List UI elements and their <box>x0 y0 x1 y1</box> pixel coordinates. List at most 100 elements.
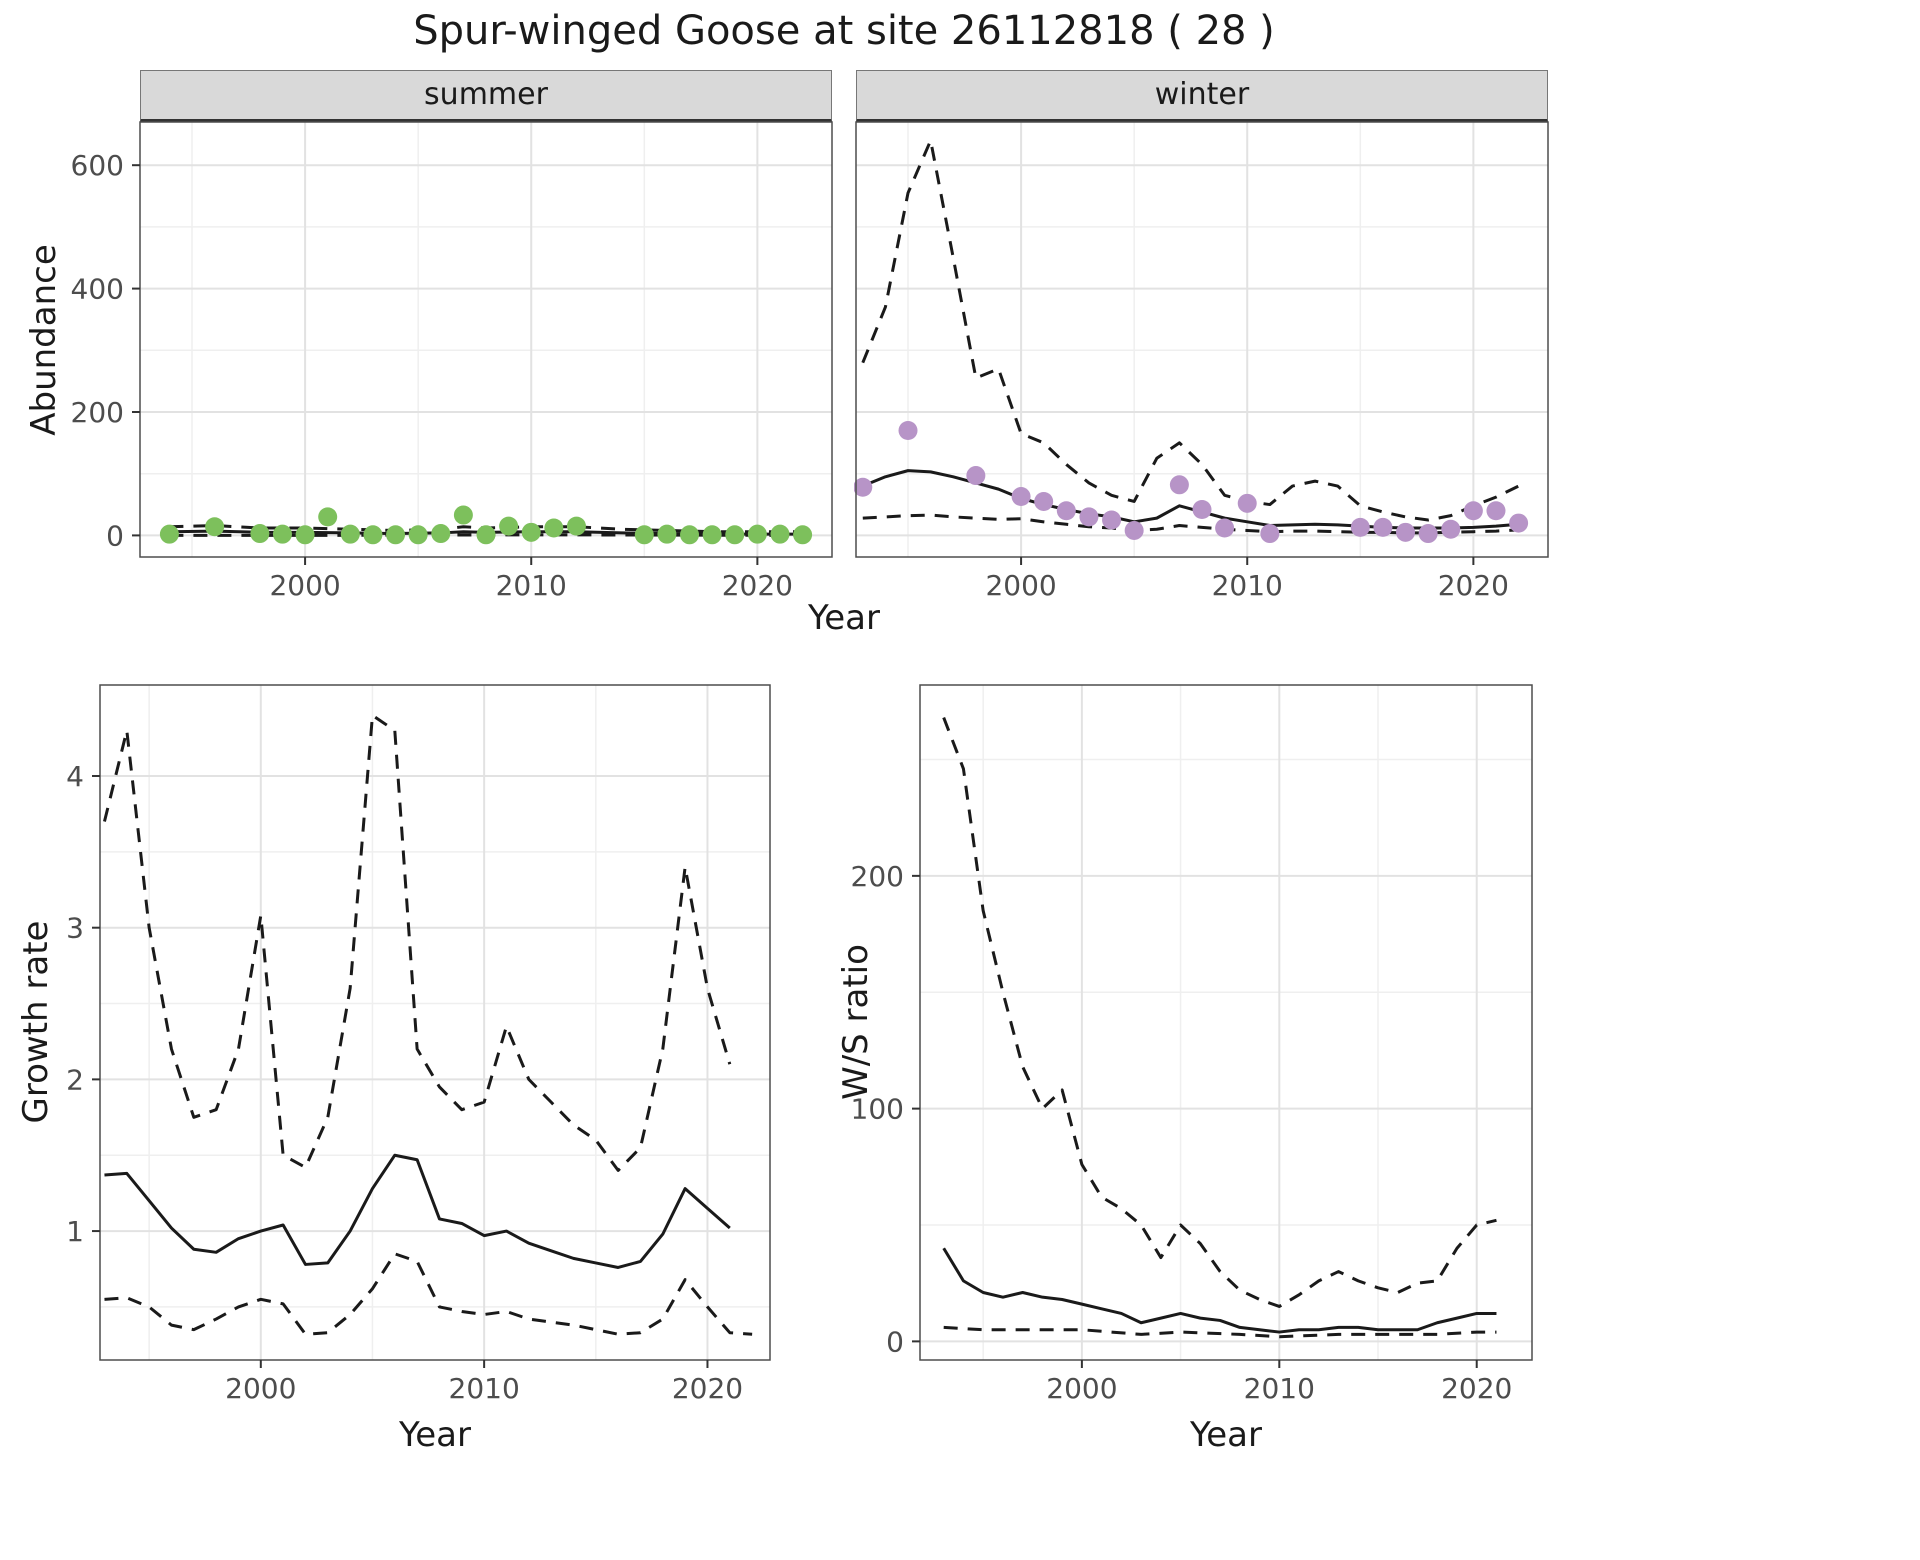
data-point <box>1441 519 1461 539</box>
data-point <box>1486 501 1506 521</box>
fit-line <box>104 1153 731 1269</box>
x-tick-label: 2000 <box>225 1372 296 1405</box>
data-point <box>1169 475 1189 495</box>
panel-border <box>139 121 833 558</box>
data-point <box>363 525 383 545</box>
data-point <box>1396 522 1416 542</box>
plot-panel: 2000 2010 2020 0 100 200 <box>851 684 1533 1405</box>
plot-panel: 2000 2010 2020 0 200 400 600 <box>71 121 833 602</box>
x-tick-label: 2020 <box>1441 1372 1512 1405</box>
data-point <box>1373 517 1393 537</box>
data-point <box>1011 487 1031 507</box>
y-tick-label: 1 <box>66 1215 84 1248</box>
upper-ci-line <box>861 139 1520 522</box>
summer-abundance-chart: 2000 2010 2020 0 200 400 600 <box>71 121 833 602</box>
ws-ratio-year-axis-title: Year <box>1190 1415 1262 1455</box>
y-tick-label: 400 <box>71 273 124 306</box>
panel-border <box>919 684 1533 1361</box>
fit-line <box>942 1247 1497 1334</box>
plot-panel: 2000 2010 2020 1 2 3 4 <box>66 684 771 1405</box>
y-tick-label: 0 <box>106 519 124 552</box>
panel-border <box>99 684 771 1361</box>
data-point <box>431 524 451 544</box>
data-point <box>408 525 428 545</box>
x-tick-label: 2010 <box>449 1372 520 1405</box>
data-point <box>1192 499 1212 519</box>
winter-abundance-chart: 2000 2010 2020 <box>854 121 1549 602</box>
data-point <box>702 525 722 545</box>
y-tick-label: 200 <box>71 396 124 429</box>
y-tick-label: 4 <box>66 760 84 793</box>
data-point <box>295 525 315 545</box>
facet-label-summer: summer <box>424 77 548 112</box>
x-tick-label: 2010 <box>1244 1372 1315 1405</box>
data-point <box>205 517 225 537</box>
data-point <box>898 421 918 441</box>
panel-background <box>100 685 770 1360</box>
x-tick-label: 2000 <box>1046 1372 1117 1405</box>
data-point <box>521 522 541 542</box>
top-year-axis-title: Year <box>808 598 880 638</box>
data-point <box>770 524 790 544</box>
data-layer <box>159 505 813 545</box>
x-tick-label: 2010 <box>496 569 567 602</box>
data-point <box>566 516 586 536</box>
upper-ci-line <box>103 713 732 1172</box>
data-point <box>1056 501 1076 521</box>
ws-ratio-chart: 2000 2010 2020 0 100 200 <box>851 684 1533 1405</box>
panel-background <box>920 685 1532 1360</box>
data-point <box>747 524 767 544</box>
data-point <box>1034 491 1054 511</box>
data-point <box>1350 517 1370 537</box>
data-point <box>340 524 360 544</box>
data-layer <box>854 139 1529 544</box>
data-point <box>966 466 986 486</box>
plot-panel: 2000 2010 2020 <box>854 121 1549 602</box>
data-point <box>544 518 564 538</box>
x-tick-label: 2020 <box>672 1372 743 1405</box>
panel-border <box>855 121 1549 558</box>
data-point <box>250 524 270 544</box>
x-tick-label: 2000 <box>269 569 340 602</box>
facet-label-winter: winter <box>1154 77 1250 112</box>
facet-strip-winter: winter <box>856 70 1548 122</box>
data-point <box>1102 510 1122 530</box>
data-point <box>1215 518 1235 538</box>
data-point <box>854 477 873 497</box>
upper-ci-line <box>942 717 1497 1308</box>
data-layer <box>942 717 1497 1339</box>
data-point <box>1079 507 1099 527</box>
data-point <box>1418 524 1438 544</box>
x-tick-label: 2020 <box>1438 569 1509 602</box>
data-point <box>634 525 654 545</box>
facet-strip-summer: summer <box>140 70 832 122</box>
data-point <box>1463 501 1483 521</box>
data-point <box>680 525 700 545</box>
panel-background <box>140 122 832 557</box>
data-point <box>657 524 677 544</box>
data-point <box>272 524 292 544</box>
lower-ci-line <box>943 1325 1497 1339</box>
data-point <box>1260 524 1280 544</box>
panel-background <box>856 122 1548 557</box>
y-tick-label: 200 <box>851 860 904 893</box>
growth-rate-chart: 2000 2010 2020 1 2 3 4 <box>66 684 771 1405</box>
data-point <box>725 525 745 545</box>
lower-ci-line <box>862 513 1519 535</box>
data-point <box>1509 513 1529 533</box>
y-tick-label: 2 <box>66 1063 84 1096</box>
y-tick-label: 0 <box>886 1325 904 1358</box>
y-tick-label: 600 <box>71 149 124 182</box>
figure-title: Spur-winged Goose at site 26112818 ( 28 … <box>413 8 1275 54</box>
x-tick-label: 2020 <box>722 569 793 602</box>
data-point <box>1237 493 1257 513</box>
data-point <box>318 507 338 527</box>
x-tick-label: 2010 <box>1212 569 1283 602</box>
growth-rate-year-axis-title: Year <box>399 1415 471 1455</box>
data-point <box>499 516 519 536</box>
y-tick-label: 3 <box>66 912 84 945</box>
x-tick-label: 2000 <box>985 569 1056 602</box>
data-point <box>1124 520 1144 540</box>
data-point <box>476 525 496 545</box>
